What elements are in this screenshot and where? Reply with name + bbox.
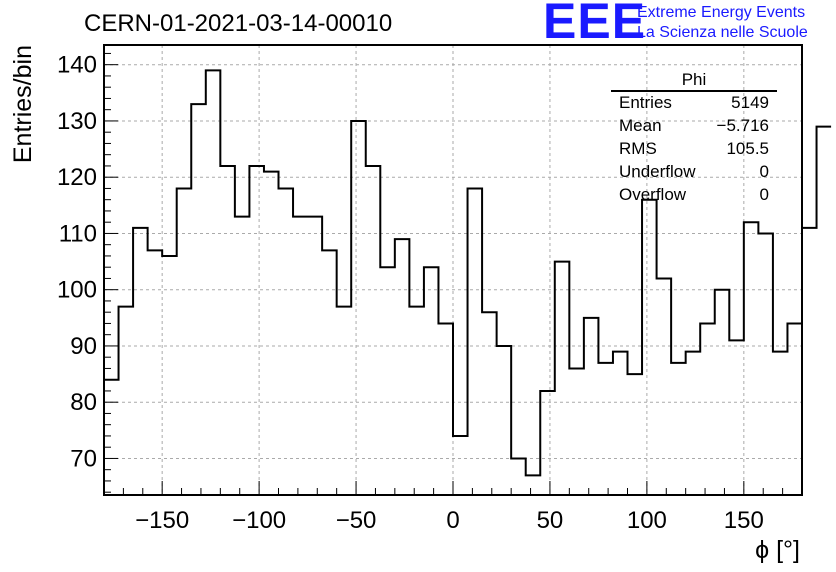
- y-axis-label: Entries/bin: [9, 45, 37, 163]
- logo-caption-line-2: La Scienza nelle Scuole: [637, 24, 808, 41]
- stats-value: 0: [759, 162, 769, 181]
- x-axis-label: ϕ [°]: [755, 536, 800, 564]
- stats-box: Phi Entries 5149 Mean −5.716 RMS 105.5 U…: [611, 70, 777, 204]
- chart-title: CERN-01-2021-03-14-00010: [84, 10, 393, 37]
- y-tick-label: 80: [70, 389, 97, 416]
- x-tick-label: 50: [537, 507, 564, 534]
- y-tick-label: 110: [59, 220, 97, 247]
- stats-row-mean: Mean −5.716: [619, 116, 769, 139]
- logo-caption-line-1: Extreme Energy Events: [637, 4, 806, 21]
- histogram-outline: [104, 69, 832, 477]
- stats-key: Overflow: [619, 185, 687, 204]
- y-tick-label: 70: [70, 445, 97, 472]
- y-tick-label: 140: [57, 52, 97, 79]
- stats-key: Entries: [619, 93, 672, 112]
- y-tick-label: 130: [57, 108, 97, 135]
- x-tick-label: 150: [724, 507, 764, 534]
- stats-divider: [611, 90, 777, 92]
- x-tick-label: 0: [446, 507, 459, 534]
- stats-row-overflow: Overflow 0: [619, 185, 769, 208]
- stats-value: 5149: [731, 93, 769, 112]
- stats-row-entries: Entries 5149: [619, 93, 769, 116]
- x-tick-labels: −150 −100 −50 0 50 100 150: [135, 507, 764, 534]
- stats-value: 105.5: [726, 139, 769, 158]
- stats-key: Underflow: [619, 162, 696, 181]
- x-tick-label: 100: [627, 507, 667, 534]
- stats-key: RMS: [619, 139, 657, 158]
- axis-ticks: [104, 52, 803, 495]
- stats-value: −5.716: [716, 116, 769, 135]
- y-tick-label: 100: [57, 277, 97, 304]
- stats-key: Mean: [619, 116, 662, 135]
- x-tick-label: −50: [336, 507, 377, 534]
- stats-row-underflow: Underflow 0: [619, 162, 769, 185]
- stats-value: 0: [759, 185, 769, 204]
- stats-row-rms: RMS 105.5: [619, 139, 769, 162]
- x-tick-label: −150: [135, 507, 189, 534]
- eee-logo: EEE: [543, 0, 647, 49]
- stats-title: Phi: [681, 70, 707, 89]
- y-tick-label: 90: [70, 333, 97, 360]
- y-tick-labels: 70 80 90 100 110 120 130 140: [57, 52, 97, 473]
- y-tick-label: 120: [57, 164, 97, 191]
- logo-caption: Extreme Energy Events La Scienza nelle S…: [637, 3, 808, 43]
- x-tick-label: −100: [232, 507, 286, 534]
